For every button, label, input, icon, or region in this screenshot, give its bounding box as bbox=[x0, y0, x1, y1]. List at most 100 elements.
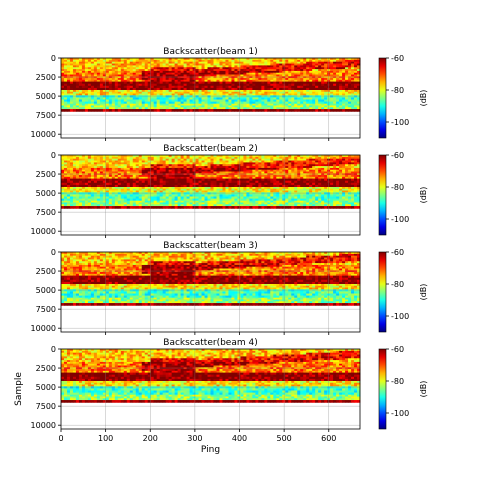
heatmap-cell bbox=[162, 175, 167, 178]
heatmap-cell bbox=[180, 178, 184, 182]
heatmap-cell bbox=[306, 160, 310, 163]
heatmap-cell bbox=[69, 83, 74, 87]
heatmap-cell bbox=[61, 65, 65, 68]
heatmap-cell bbox=[93, 103, 98, 106]
heatmap-cell bbox=[264, 97, 268, 100]
heatmap-cell bbox=[324, 182, 328, 186]
heatmap-cell bbox=[291, 166, 295, 169]
heatmap-cell bbox=[123, 103, 128, 106]
heatmap-cell bbox=[231, 79, 235, 83]
heatmap-cell bbox=[156, 171, 161, 174]
heatmap-cell bbox=[312, 87, 316, 91]
heatmap-cell bbox=[276, 91, 280, 94]
heatmap-cell bbox=[72, 91, 77, 94]
heatmap-cell bbox=[285, 176, 289, 180]
heatmap-cell bbox=[69, 155, 74, 158]
heatmap-cell bbox=[87, 167, 92, 171]
heatmap-cell bbox=[81, 63, 86, 66]
heatmap-cell bbox=[255, 166, 259, 169]
heatmap-cell bbox=[345, 180, 349, 184]
heatmap-cell bbox=[240, 59, 244, 63]
heatmap-cell bbox=[255, 58, 259, 61]
heatmap-cell bbox=[240, 95, 244, 98]
heatmap-cell bbox=[219, 76, 223, 79]
heatmap-cell bbox=[333, 184, 337, 188]
heatmap-cell bbox=[216, 65, 220, 68]
heatmap-cell bbox=[219, 78, 223, 81]
heatmap-cell bbox=[168, 187, 173, 190]
heatmap-cell bbox=[93, 184, 98, 188]
heatmap-cell bbox=[255, 87, 259, 91]
heatmap-cell bbox=[150, 160, 155, 163]
heatmap-cell bbox=[93, 85, 98, 89]
heatmap-cell bbox=[348, 158, 352, 161]
heatmap-cell bbox=[336, 58, 340, 61]
heatmap-cell bbox=[339, 59, 343, 63]
heatmap-cell bbox=[231, 156, 235, 160]
heatmap-cell bbox=[333, 109, 337, 112]
heatmap-cell bbox=[216, 95, 220, 98]
heatmap-cell bbox=[207, 69, 211, 72]
heatmap-cell bbox=[210, 85, 214, 89]
heatmap-cell bbox=[81, 69, 86, 72]
heatmap-cell bbox=[315, 83, 319, 87]
heatmap-cell bbox=[66, 87, 71, 91]
heatmap-cell bbox=[243, 158, 247, 161]
heatmap-cell bbox=[99, 178, 104, 182]
heatmap-cell bbox=[216, 156, 220, 160]
heatmap-cell bbox=[357, 173, 361, 176]
heatmap-cell bbox=[159, 79, 164, 83]
heatmap-cell bbox=[195, 95, 199, 98]
heatmap-cell bbox=[99, 180, 104, 184]
heatmap-cell bbox=[273, 72, 277, 75]
heatmap-cell bbox=[72, 166, 77, 169]
heatmap-cell bbox=[171, 176, 176, 180]
heatmap-cell bbox=[306, 99, 310, 103]
heatmap-cell bbox=[144, 105, 149, 108]
heatmap-cell bbox=[249, 70, 253, 74]
heatmap-cell bbox=[144, 83, 149, 87]
heatmap-cell bbox=[75, 109, 80, 112]
heatmap-cell bbox=[309, 78, 313, 81]
heatmap-cell bbox=[312, 166, 316, 169]
heatmap-cell bbox=[240, 99, 244, 103]
heatmap-cell bbox=[303, 184, 307, 188]
heatmap-cell bbox=[222, 184, 226, 188]
heatmap-cell bbox=[315, 70, 319, 74]
heatmap-cell bbox=[186, 188, 190, 191]
heatmap-cell bbox=[69, 87, 74, 91]
heatmap-cell bbox=[90, 171, 95, 174]
heatmap-cell bbox=[309, 160, 313, 163]
heatmap-cell bbox=[78, 61, 83, 64]
heatmap-cell bbox=[225, 155, 229, 158]
heatmap-cell bbox=[117, 72, 122, 75]
heatmap-cell bbox=[84, 103, 89, 106]
heatmap-cell bbox=[189, 81, 193, 85]
heatmap-cell bbox=[69, 79, 74, 83]
heatmap-cell bbox=[264, 58, 268, 61]
heatmap-cell bbox=[123, 65, 128, 68]
heatmap-cell bbox=[198, 167, 202, 171]
heatmap-cell bbox=[213, 69, 217, 72]
heatmap-cell bbox=[78, 184, 83, 188]
heatmap-cell bbox=[123, 164, 128, 167]
heatmap-cell bbox=[336, 72, 340, 75]
heatmap-cell bbox=[81, 171, 86, 174]
heatmap-cell bbox=[189, 160, 193, 163]
heatmap-cell bbox=[285, 107, 289, 110]
heatmap-cell bbox=[261, 188, 265, 191]
heatmap-cell bbox=[129, 160, 134, 163]
heatmap-cell bbox=[120, 178, 125, 182]
heatmap-cell bbox=[345, 173, 349, 176]
heatmap-cell bbox=[99, 79, 104, 83]
heatmap-cell bbox=[312, 155, 316, 158]
heatmap-cell bbox=[279, 58, 283, 61]
heatmap-cell bbox=[144, 70, 149, 74]
heatmap-cell bbox=[174, 158, 179, 161]
heatmap-cell bbox=[237, 184, 241, 188]
heatmap-cell bbox=[348, 97, 352, 100]
heatmap-cell bbox=[240, 83, 244, 87]
heatmap-cell bbox=[162, 166, 167, 169]
heatmap-cell bbox=[162, 78, 167, 81]
heatmap-cell bbox=[162, 59, 167, 63]
